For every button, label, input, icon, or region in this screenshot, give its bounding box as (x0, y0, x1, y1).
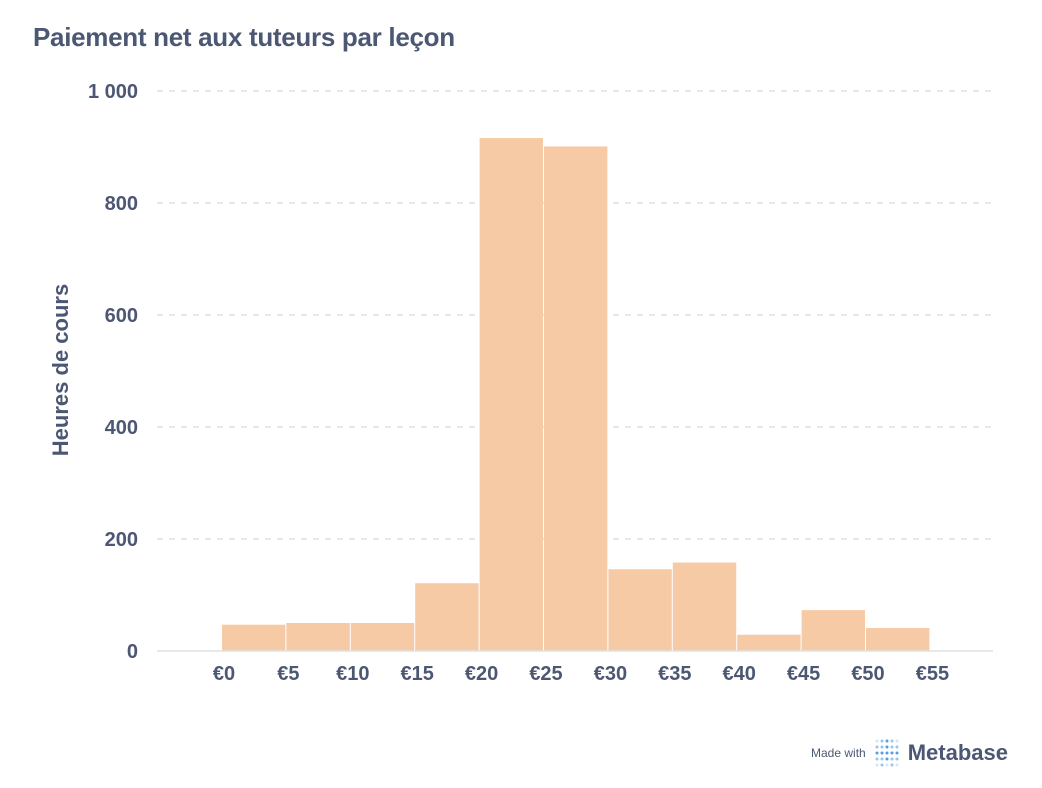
logo-dot (880, 751, 884, 755)
x-tick-label: €10 (336, 663, 369, 685)
histogram-bar[interactable] (222, 624, 286, 651)
logo-dot (875, 745, 879, 749)
x-tick-label: €15 (401, 663, 434, 685)
bars (222, 138, 930, 652)
footer: Made with Metabase (811, 738, 1008, 768)
logo-dot (885, 751, 889, 755)
logo-dot (875, 739, 879, 743)
x-tick-label: €25 (529, 663, 562, 685)
y-tick-label: 400 (105, 417, 138, 439)
x-tick-label: €55 (916, 663, 949, 685)
histogram-bar[interactable] (737, 634, 801, 651)
y-tick-label: 800 (105, 193, 138, 215)
histogram-bar[interactable] (544, 146, 608, 651)
logo-dot (875, 763, 879, 767)
logo-dot (890, 751, 894, 755)
logo-dot (895, 739, 899, 743)
histogram-bar[interactable] (479, 138, 543, 652)
logo-dot (880, 745, 884, 749)
y-tick-label: 1 000 (88, 81, 138, 103)
logo-dot (885, 745, 889, 749)
logo-dot (890, 757, 894, 761)
chart-title: Paiement net aux tuteurs par leçon (33, 22, 455, 52)
logo-dot (885, 739, 889, 743)
histogram-bar[interactable] (672, 562, 737, 651)
x-tick-label: €40 (723, 663, 756, 685)
logo-dot (895, 745, 899, 749)
histogram-bar[interactable] (801, 610, 865, 651)
y-axis-title: Heures de cours (48, 284, 73, 456)
x-tick-label: €45 (787, 663, 820, 685)
logo-dot (895, 757, 899, 761)
logo-dot (890, 745, 894, 749)
histogram-bar[interactable] (286, 623, 350, 651)
histogram-bar[interactable] (866, 628, 930, 651)
histogram-bar[interactable] (608, 569, 672, 651)
logo-dot (875, 757, 879, 761)
histogram-bar[interactable] (350, 623, 415, 651)
x-tick-label: €35 (658, 663, 691, 685)
x-tick-label: €5 (277, 663, 299, 685)
x-tick-label: €50 (851, 663, 884, 685)
x-tick-label: €30 (594, 663, 627, 685)
logo-dot (890, 739, 894, 743)
logo-dot (890, 763, 894, 767)
logo-dot (880, 763, 884, 767)
made-with-label: Made with (811, 746, 866, 760)
y-tick-label: 600 (105, 305, 138, 327)
y-tick-label: 200 (105, 529, 138, 551)
logo-dot (875, 751, 879, 755)
logo-dot (885, 763, 889, 767)
x-tick-label: €0 (213, 663, 235, 685)
logo-dot (895, 751, 899, 755)
grid-lines (157, 90, 993, 540)
axes: 0 200 400 600 800 1 000 €0 €5 €10 €15 €20 €25 €30 €35… (88, 81, 993, 685)
logo-dot (895, 763, 899, 767)
metabase-logo-icon (875, 739, 899, 767)
histogram-bar[interactable] (415, 583, 479, 651)
logo-dot (880, 739, 884, 743)
logo-dot (880, 757, 884, 761)
logo-dot (885, 757, 889, 761)
y-tick-label: 0 (127, 641, 138, 663)
x-tick-label: €20 (465, 663, 498, 685)
metabase-brand: Metabase (907, 740, 1008, 765)
